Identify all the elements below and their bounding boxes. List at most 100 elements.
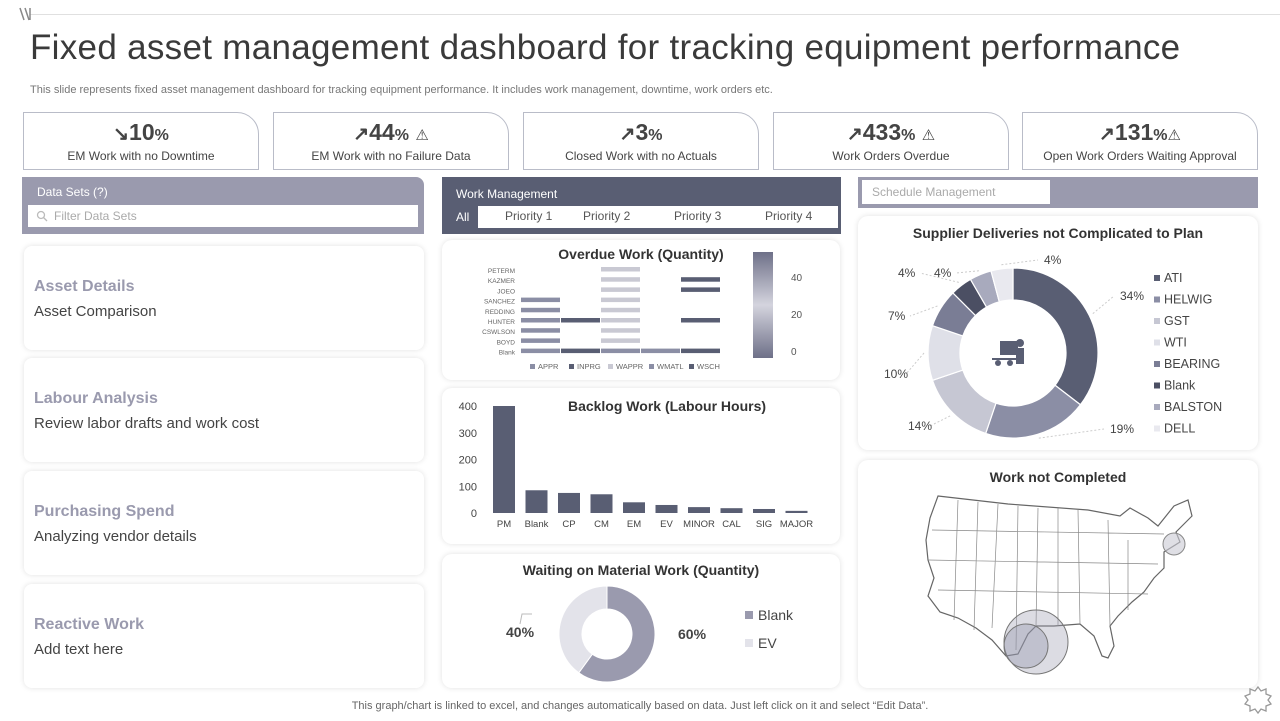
card-heading: Labour Analysis	[34, 390, 158, 407]
value-label: 4%	[898, 266, 916, 280]
row-label: REDDING	[485, 309, 515, 316]
tab-priority-3[interactable]: Priority 3	[674, 209, 722, 223]
gear-icon	[1242, 684, 1274, 721]
legend-swatch	[745, 611, 753, 619]
card-heading: Reactive Work	[34, 616, 144, 633]
backlog-work-panel: Backlog Work (Labour Hours) 0 100 200 300 40…	[442, 388, 840, 544]
legend-label: INPRG	[577, 362, 601, 371]
schedule-management-label: Schedule Management	[872, 185, 996, 199]
value-label: 34%	[1120, 289, 1144, 303]
leader-line	[519, 613, 532, 625]
arrow-up-icon: ↗	[619, 124, 636, 145]
legend-swatch	[1154, 275, 1160, 281]
card-sub: Analyzing vendor details	[34, 528, 197, 545]
x-tick-label: MAJOR	[780, 519, 813, 530]
heatmap-cell	[601, 277, 640, 282]
heatmap-cell	[681, 318, 720, 323]
heatmap-cell	[601, 348, 640, 354]
x-tick-label: EM	[627, 519, 641, 530]
heatmap-cell	[601, 338, 640, 343]
row-label: JOEO	[497, 288, 515, 295]
row-label: HUNTER	[488, 319, 515, 326]
bar	[688, 507, 710, 513]
card-purchasing-spend[interactable]: Purchasing Spend Analyzing vendor detail…	[24, 471, 424, 575]
footer-note: This graph/chart is linked to excel, and…	[351, 700, 929, 712]
bar	[525, 490, 548, 513]
waiting-material-panel: Waiting on Material Work (Quantity) 40% 6…	[442, 554, 840, 688]
legend-swatch	[569, 364, 574, 369]
heatmap-cell	[641, 348, 680, 354]
tab-priority-1[interactable]: Priority 1	[505, 209, 553, 223]
kpi-orders-overdue: ↗433% ⚠ Work Orders Overdue	[773, 112, 1009, 170]
warning-icon: ⚠	[1167, 127, 1181, 144]
tab-priority-2[interactable]: Priority 2	[583, 209, 631, 223]
leader-line	[1001, 259, 1039, 266]
card-heading: Purchasing Spend	[34, 503, 175, 520]
card-heading: Asset Details	[34, 278, 135, 295]
legend-swatch	[1154, 296, 1160, 303]
heatmap-cell	[681, 287, 720, 292]
heatmap-cell	[601, 297, 640, 303]
state-borders	[927, 499, 1165, 651]
heatmap-cell	[561, 348, 600, 354]
leader-line	[1038, 428, 1105, 439]
work-management-title: Work Management	[456, 187, 558, 201]
leader-line	[929, 415, 951, 427]
scale-tick-label: 0	[791, 347, 797, 358]
color-scale-bar	[753, 252, 773, 358]
filter-placeholder: Filter Data Sets	[54, 209, 137, 223]
legend-label: BEARING	[1164, 357, 1220, 371]
x-tick-label: MINOR	[683, 519, 715, 530]
warning-icon: ⚠	[415, 127, 429, 144]
card-labour-analysis[interactable]: Labour Analysis Review labor drafts and …	[24, 358, 424, 462]
card-asset-details[interactable]: Asset Details Asset Comparison	[24, 246, 424, 350]
value-label: 14%	[908, 419, 932, 433]
backlog-bar-chart: 0 100 200 300 400 PM Blank CP CM EM EV MINOR CAL SIG M…	[459, 401, 814, 530]
tab-priority-4[interactable]: Priority 4	[765, 209, 813, 223]
legend-label: Blank	[758, 607, 794, 623]
heatmap-cell	[681, 277, 720, 282]
bar	[623, 502, 645, 513]
tab-all[interactable]: All	[456, 210, 470, 224]
delivery-worker-icon	[992, 339, 1024, 366]
filter-input[interactable]: Filter Data Sets	[28, 205, 418, 227]
kpi-closed-work: ↗3% Closed Work with no Actuals	[523, 112, 759, 170]
donut-slice	[558, 585, 608, 674]
row-label: PETERM	[488, 268, 515, 275]
y-tick-label: 300	[459, 428, 477, 440]
legend-swatch	[1154, 382, 1160, 389]
card-reactive-work[interactable]: Reactive Work Add text here	[24, 584, 424, 688]
heatmap-cell	[521, 348, 560, 354]
leader-line	[909, 305, 938, 317]
heatmap-cell	[521, 338, 560, 343]
bar	[753, 508, 775, 513]
card-sub: Review labor drafts and work cost	[34, 415, 260, 432]
kpi-value: 44	[369, 119, 395, 145]
schedule-management-field[interactable]: Schedule Management	[862, 180, 1050, 204]
leader-line	[955, 270, 979, 274]
search-icon	[36, 210, 48, 222]
heatmap-cell	[561, 318, 600, 323]
page-title: Fixed asset management dashboard for tra…	[30, 28, 1181, 67]
legend-swatch	[1154, 425, 1160, 432]
legend-swatch	[1154, 318, 1160, 324]
kpi-value: 131	[1114, 119, 1154, 145]
datasets-title[interactable]: Data Sets (?)	[37, 185, 108, 199]
kpi-label: EM Work with no Downtime	[67, 149, 215, 163]
legend-swatch	[608, 364, 613, 369]
legend-label: HELWIG	[1164, 293, 1212, 307]
backlog-title: Backlog Work (Labour Hours)	[567, 398, 767, 414]
kpi-unit: %	[154, 127, 169, 144]
scale-tick-label: 20	[791, 310, 803, 321]
kpi-unit: %	[394, 127, 409, 144]
value-label: 40%	[506, 624, 535, 640]
heatmap-cell	[601, 267, 640, 272]
arrow-up-icon: ↗	[353, 124, 370, 145]
kpi-failure-data: ↗44% ⚠ EM Work with no Failure Data	[273, 112, 509, 170]
legend-label: WSCH	[697, 362, 720, 371]
kpi-label: Open Work Orders Waiting Approval	[1043, 149, 1237, 163]
donut-slice	[931, 369, 997, 435]
value-label: 4%	[934, 266, 952, 280]
kpi-waiting-approval: ↗131%⚠ Open Work Orders Waiting Approval	[1022, 112, 1258, 170]
x-tick-label: CM	[594, 519, 609, 530]
